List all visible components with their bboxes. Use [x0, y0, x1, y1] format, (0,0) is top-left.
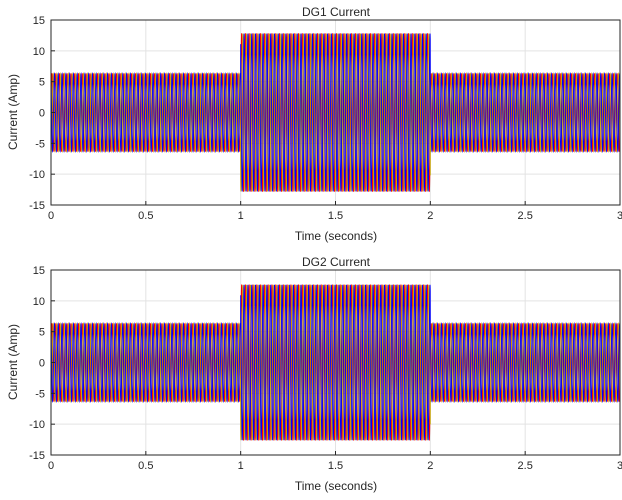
y-tick-label: -15 — [29, 200, 45, 212]
series-line-0 — [51, 33, 620, 192]
y-axis-label: Current (Amp) — [6, 324, 20, 400]
x-tick-label: 0.5 — [138, 460, 153, 472]
x-tick-label: 0.5 — [138, 210, 153, 222]
y-axis-label: Current (Amp) — [6, 74, 20, 150]
y-tick-label: 0 — [39, 358, 45, 370]
chart-dg1-current: DG1 Current Time (seconds) Current (Amp)… — [6, 5, 622, 243]
x-tick-label: 2 — [427, 460, 433, 472]
chart-title: DG2 Current — [302, 255, 371, 269]
x-tick-label: 1.5 — [328, 460, 343, 472]
y-tick-label: -5 — [35, 388, 45, 400]
series-line-0 — [51, 284, 620, 441]
y-tick-label: 5 — [39, 327, 45, 339]
x-tick-label: 1.5 — [328, 210, 343, 222]
series-line-1 — [51, 284, 620, 441]
series-line-2 — [51, 33, 620, 192]
x-tick-label: 2 — [427, 210, 433, 222]
chart-title: DG1 Current — [302, 5, 371, 19]
y-tick-label: 10 — [33, 296, 45, 308]
y-tick-label: 5 — [39, 77, 45, 89]
y-tick-label: 15 — [33, 265, 45, 277]
chart-dg2-current: DG2 Current Time (seconds) Current (Amp)… — [6, 255, 622, 493]
y-tick-label: -5 — [35, 138, 45, 150]
x-tick-label: 1 — [238, 460, 244, 472]
waveforms — [51, 284, 620, 441]
x-tick-label: 0 — [48, 460, 54, 472]
x-tick-label: 2.5 — [518, 210, 533, 222]
y-tick-label: 0 — [39, 108, 45, 120]
series-line-2 — [51, 284, 620, 441]
series-line-1 — [51, 33, 620, 192]
x-axis-label: Time (seconds) — [295, 479, 377, 493]
waveforms — [51, 33, 620, 192]
y-tick-label: -10 — [29, 419, 45, 431]
y-tick-label: 15 — [33, 15, 45, 27]
x-tick-label: 1 — [238, 210, 244, 222]
x-tick-label: 0 — [48, 210, 54, 222]
y-tick-label: -15 — [29, 450, 45, 462]
x-tick-label: 3 — [617, 460, 622, 472]
y-tick-label: -10 — [29, 169, 45, 181]
y-tick-label: 10 — [33, 46, 45, 58]
x-tick-label: 3 — [617, 210, 622, 222]
x-tick-label: 2.5 — [518, 460, 533, 472]
x-axis-label: Time (seconds) — [295, 229, 377, 243]
